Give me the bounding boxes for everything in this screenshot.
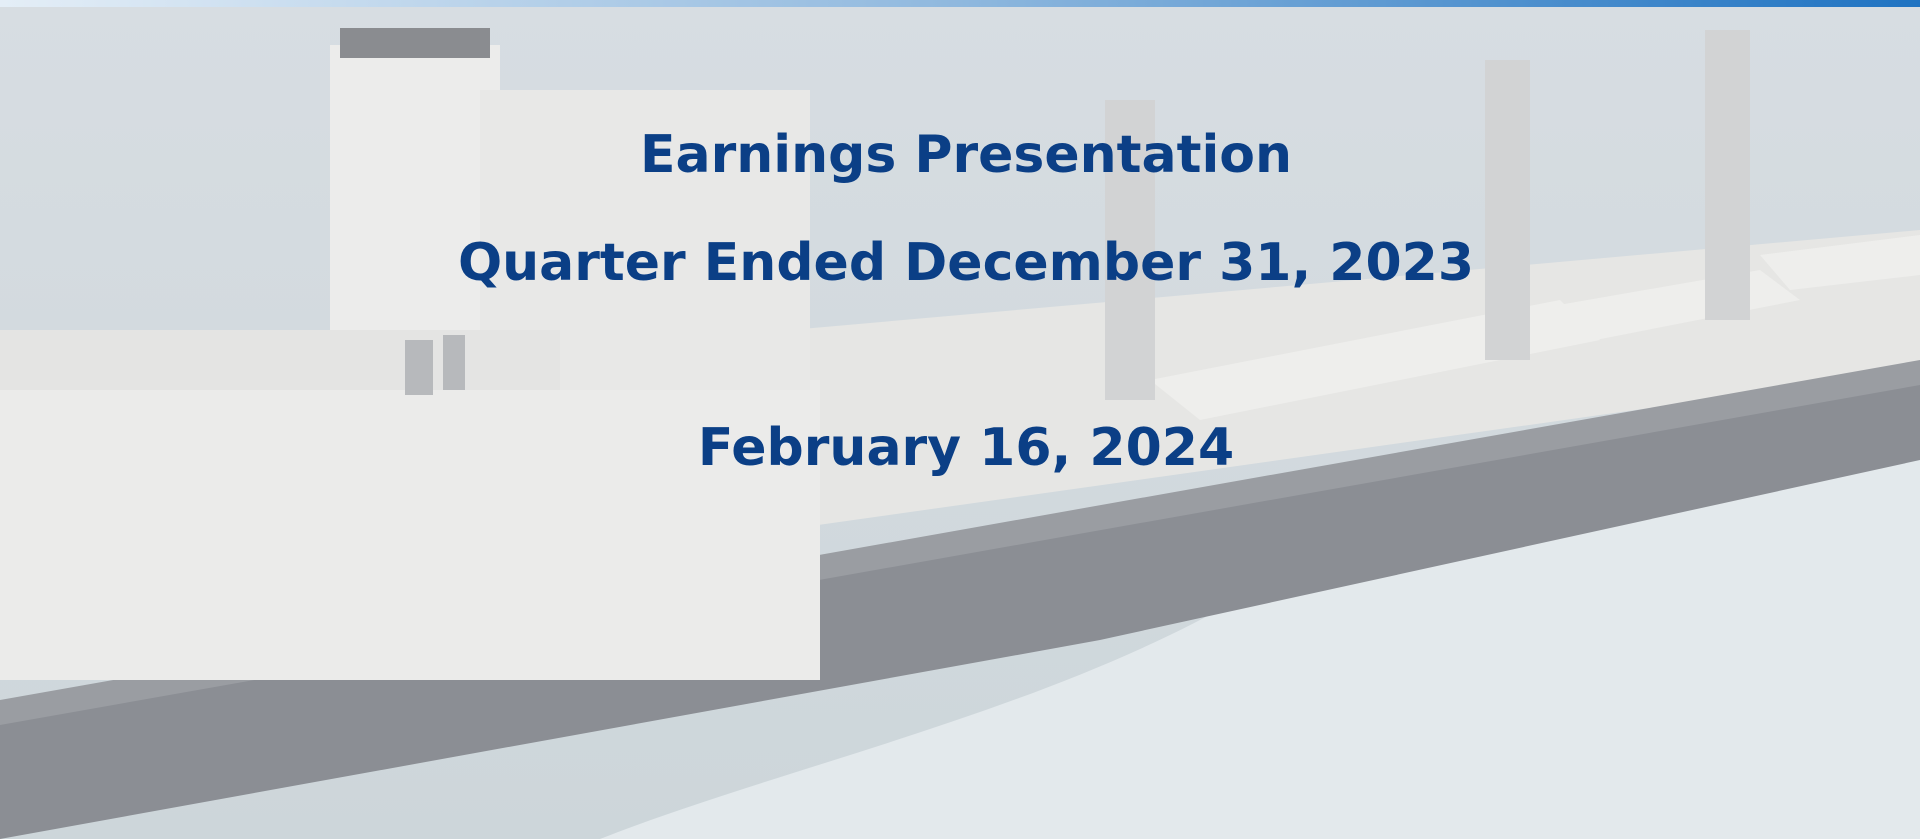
top-accent-bar: [0, 0, 1920, 7]
date: February 16, 2024: [698, 418, 1234, 478]
title: Earnings Presentation: [640, 125, 1292, 185]
subtitle: Quarter Ended December 31, 2023: [458, 233, 1474, 293]
